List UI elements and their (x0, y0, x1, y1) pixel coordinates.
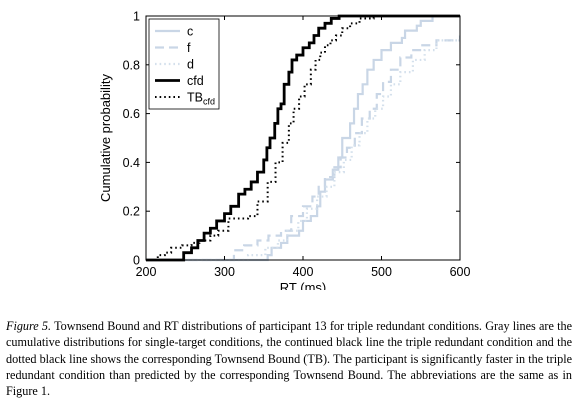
legend-label-d: d (187, 58, 194, 72)
series-line-tbcfd (146, 15, 460, 261)
y-tick-label: 0.4 (123, 156, 140, 170)
x-tick-label: 200 (136, 265, 157, 279)
caption-text: Townsend Bound and RT distributions of p… (6, 319, 572, 399)
caption-lead: Figure 5. (6, 319, 52, 333)
x-axis-label: RT (ms) (280, 280, 326, 290)
y-tick-label: 0 (133, 254, 140, 268)
figure-caption: Figure 5. Townsend Bound and RT distribu… (6, 318, 572, 399)
y-axis-label: Cumulative probability (98, 74, 113, 202)
x-tick-label: 600 (450, 265, 471, 279)
series-line-d (146, 35, 460, 262)
x-tick-label: 300 (214, 265, 235, 279)
legend-label-f: f (187, 41, 191, 55)
y-tick-label: 0.8 (123, 58, 140, 72)
legend-box (148, 18, 220, 110)
legend-label-c: c (187, 25, 193, 39)
series-line-cfd (146, 14, 460, 262)
x-tick-label: 500 (371, 265, 392, 279)
y-tick-label: 1 (133, 10, 140, 24)
x-tick-label: 400 (293, 265, 314, 279)
series-line-f (146, 35, 460, 262)
ticks-layer: 200 300 400 500 600 0 0.2 0.4 0.6 0.8 1 (123, 10, 471, 280)
y-tick-label: 0.6 (123, 107, 140, 121)
y-tick-label: 0.2 (123, 205, 140, 219)
series-layer (146, 14, 460, 262)
legend-label-cfd: cfd (187, 74, 204, 88)
